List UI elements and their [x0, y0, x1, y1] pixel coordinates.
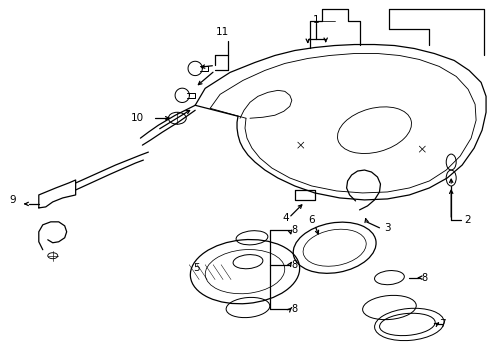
Text: 10: 10: [130, 113, 143, 123]
Text: 8: 8: [291, 305, 297, 315]
Text: 8: 8: [291, 260, 297, 270]
Text: 1: 1: [312, 15, 318, 24]
Text: 4: 4: [282, 213, 289, 223]
Text: 8: 8: [421, 273, 427, 283]
Text: 8: 8: [291, 225, 297, 235]
Text: 6: 6: [307, 215, 314, 225]
Text: 5: 5: [193, 263, 200, 273]
Text: 3: 3: [384, 223, 390, 233]
Text: 9: 9: [9, 195, 16, 205]
Text: 2: 2: [463, 215, 470, 225]
Text: 11: 11: [215, 27, 228, 37]
Text: 7: 7: [438, 319, 445, 329]
